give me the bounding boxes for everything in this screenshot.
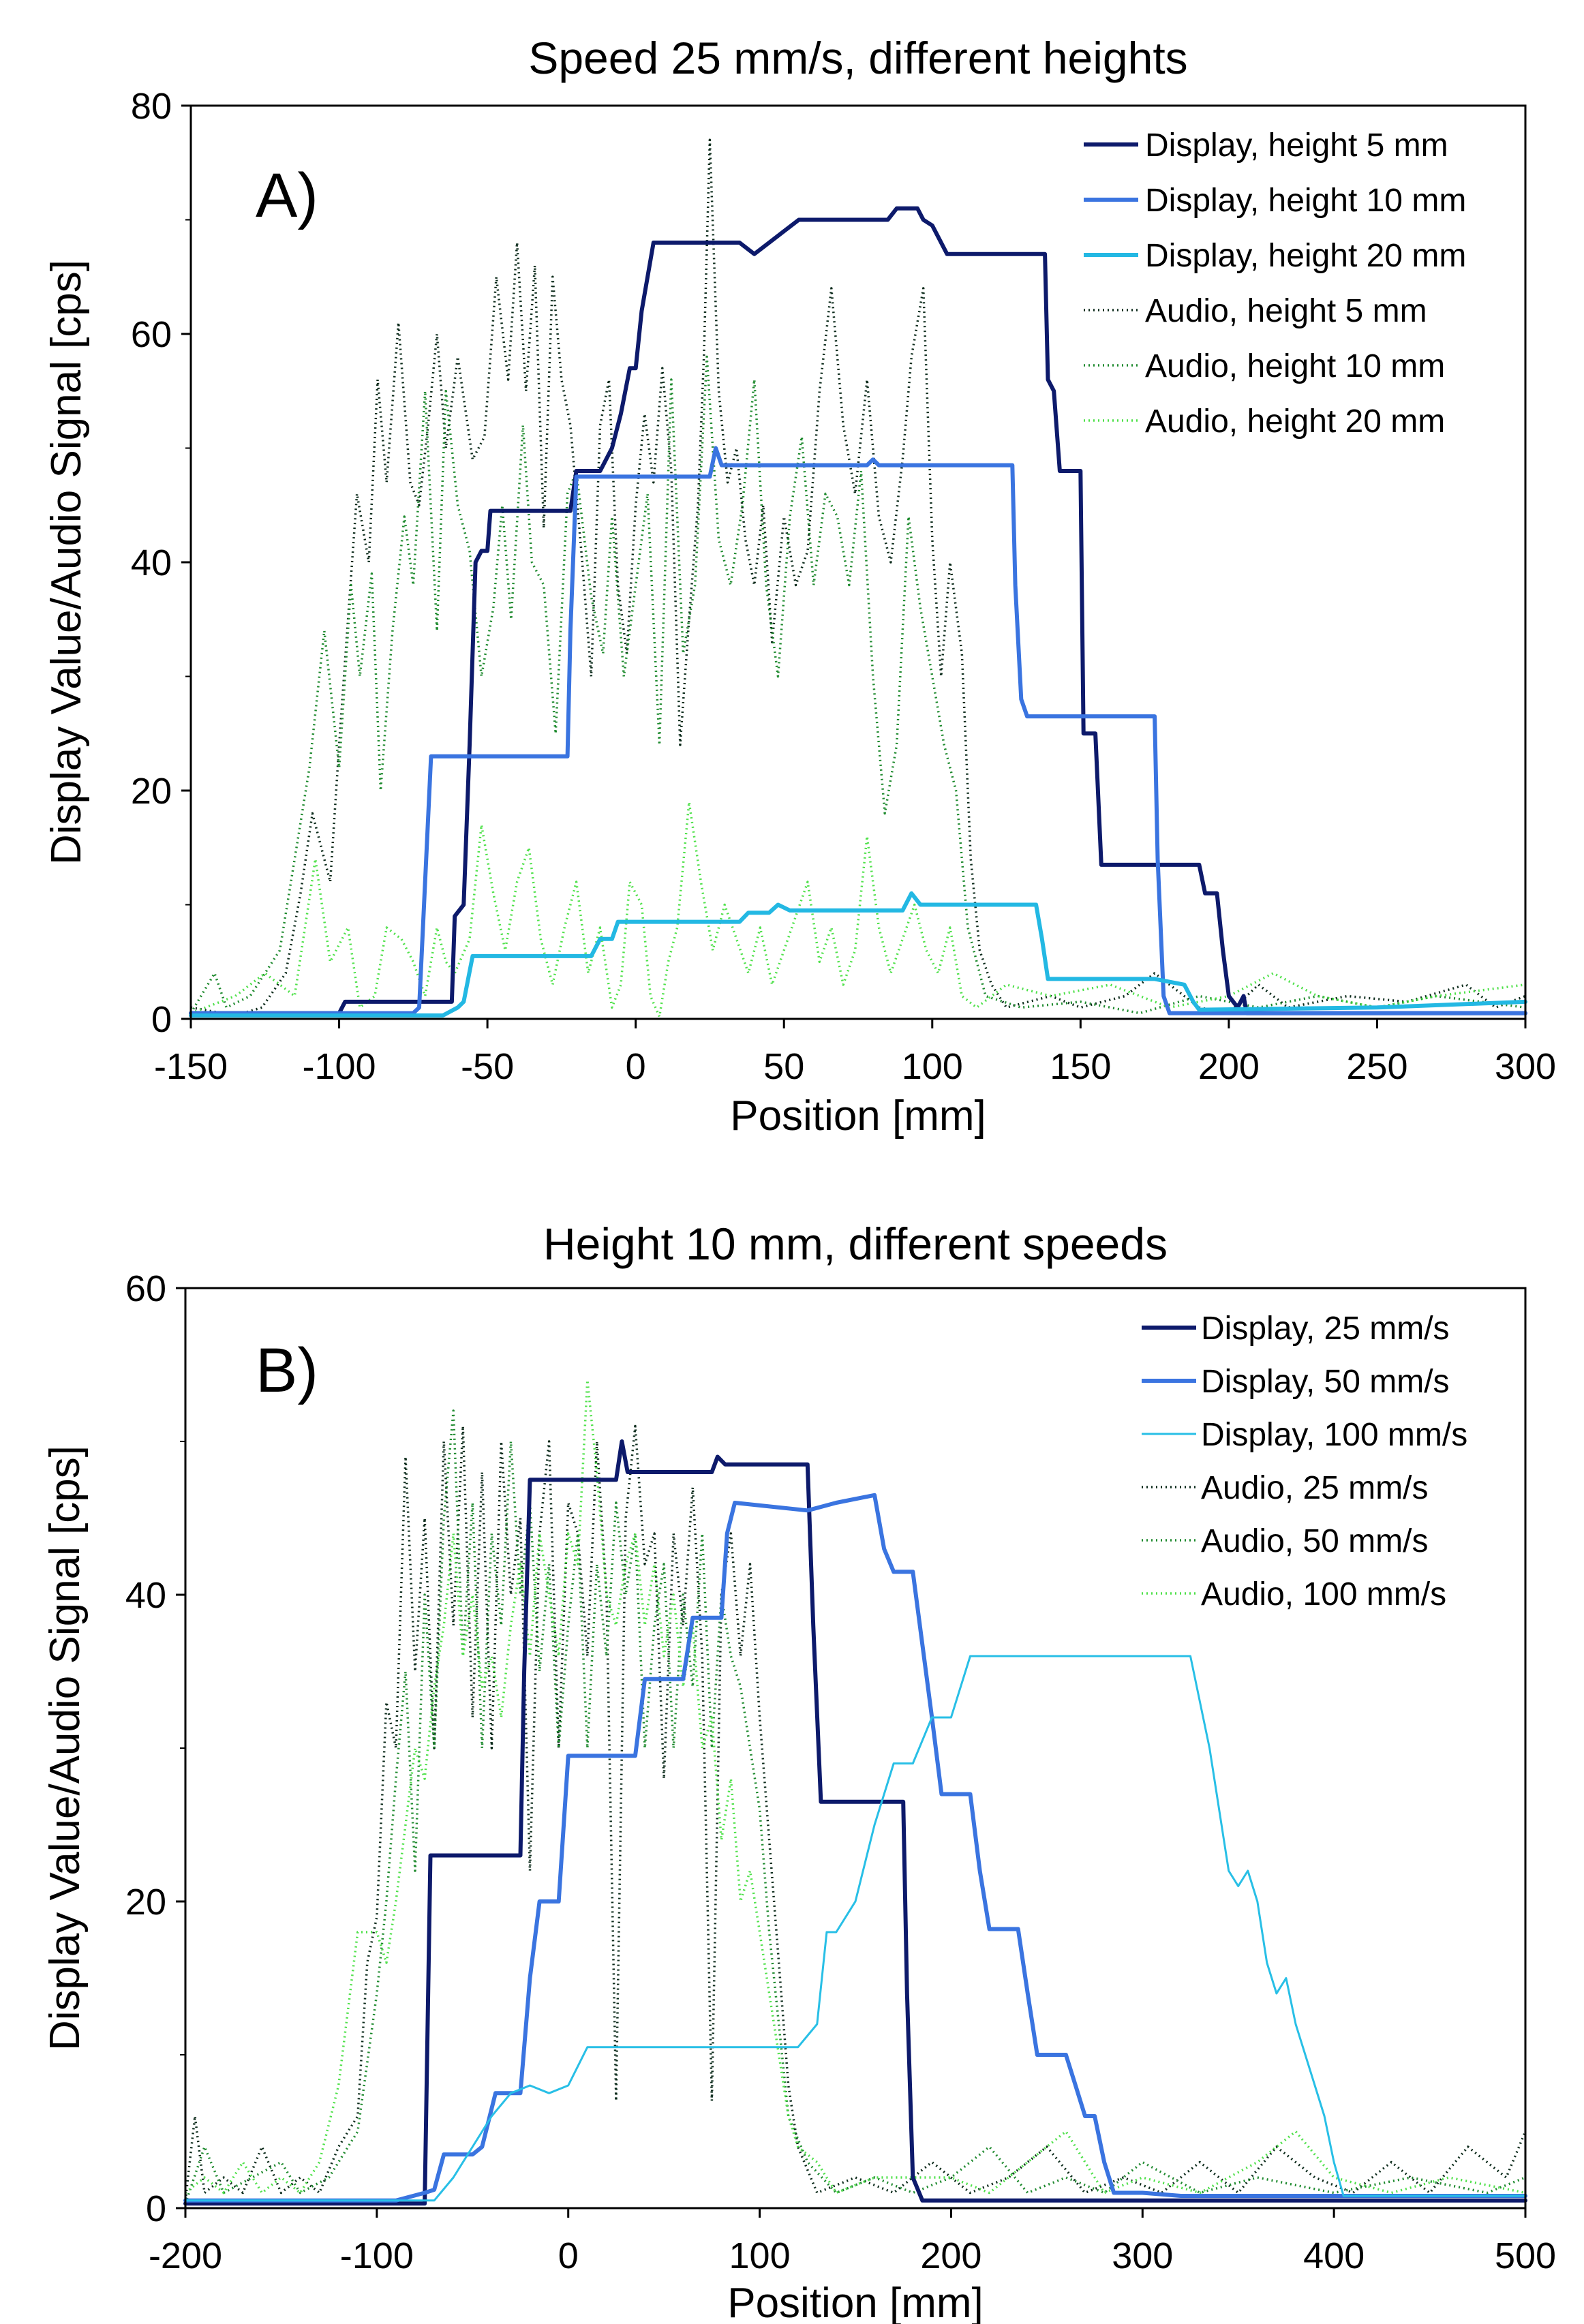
- charta-y-tick-label: 80: [131, 86, 172, 127]
- charta-y-tick-label: 60: [131, 314, 172, 355]
- chartb-x-tick-label: -100: [340, 2235, 414, 2276]
- charta-y-tick-label: 20: [131, 771, 172, 812]
- charta-series-5-line: [189, 355, 1526, 1015]
- chartb-series-2-line: [183, 1493, 1527, 2203]
- chartb-legend-entry: Audio, 50 mm/s: [1201, 1523, 1428, 1559]
- chartb-panel: -200 -100 0 100 200 300 400 500 0 20 40 60 Height 10…: [42, 1219, 1556, 2324]
- chartb-x-axis-label: Position [mm]: [727, 2280, 984, 2324]
- chartb-y-tick-label: 60: [125, 1268, 166, 1309]
- charta-y-tick-label: 40: [131, 542, 172, 583]
- chartb-y-tick-label: 40: [125, 1575, 166, 1616]
- charta-series-1-line: [189, 206, 1527, 1015]
- chartb-legend: Display, 25 mm/s Display, 50 mm/s Display,…: [1142, 1311, 1467, 1612]
- charta-legend: Display, height 5 mm Display, height 10 m…: [1084, 127, 1466, 440]
- charta-legend-entry: Audio, height 10 mm: [1145, 348, 1445, 384]
- charta-x-axis-label: Position [mm]: [730, 1092, 986, 1140]
- chartb-series-4-line: [184, 1424, 1527, 2201]
- chartb-title: Height 10 mm, different speeds: [543, 1219, 1168, 1269]
- charta-x-tick-label: 200: [1198, 1046, 1260, 1087]
- charta-x-tick-label: -150: [154, 1046, 228, 1087]
- chartb-x-tick-label: 0: [558, 2235, 579, 2276]
- charta-title: Speed 25 mm/s, different heights: [528, 33, 1187, 83]
- chartb-y-tick-label: 0: [146, 2188, 166, 2229]
- charta-legend-entry: Audio, height 20 mm: [1145, 403, 1445, 440]
- charta-panel-label: A): [256, 161, 318, 230]
- chartb-legend-entry: Display, 100 mm/s: [1201, 1417, 1467, 1453]
- charta-x-tick-label: 50: [763, 1046, 804, 1087]
- chartb-y-axis-label: Display Value/Audio Signal [cps]: [42, 1446, 89, 2051]
- chartb-series-5-line: [184, 1409, 1526, 2204]
- chartb-series-6-line: [184, 1379, 1526, 2195]
- chartb-legend-entry: Audio, 25 mm/s: [1201, 1470, 1428, 1506]
- chartb-y-tick-label: 20: [125, 1882, 166, 1923]
- charta-x-tick-label: 150: [1050, 1046, 1111, 1087]
- charta-y-axis-label: Display Value/Audio Signal [cps]: [43, 260, 90, 865]
- charta-x-tick-label: 0: [626, 1046, 646, 1087]
- charta-legend-entry: Display, height 20 mm: [1145, 238, 1466, 274]
- charta-series-2-line: [189, 446, 1527, 1015]
- charta-y-tick-label: 0: [151, 999, 172, 1040]
- charta-legend-entry: Audio, height 5 mm: [1145, 293, 1427, 329]
- charta-legend-entry: Display, height 10 mm: [1145, 183, 1466, 219]
- chartb-series-3-line: [184, 1655, 1527, 2202]
- charta-x-tick-label: 250: [1346, 1046, 1407, 1087]
- chartb-legend-entry: Display, 50 mm/s: [1201, 1364, 1450, 1400]
- chartb-x-tick-label: 400: [1303, 2235, 1365, 2276]
- charta-series-3-line: [189, 891, 1527, 1018]
- chartb-legend-entry: Audio, 100 mm/s: [1201, 1576, 1446, 1612]
- chartb-x-tick-label: 500: [1495, 2235, 1556, 2276]
- charta-series-6-line: [190, 801, 1526, 1018]
- charta-panel: -150 -100 -50 0 50 100 150 200 250 300 0 20 40 60 80 Sp…: [43, 33, 1556, 1140]
- chartb-series-1-line: [183, 1439, 1527, 2206]
- charta-legend-entry: Display, height 5 mm: [1145, 127, 1448, 164]
- chartb-panel-label: B): [256, 1336, 318, 1405]
- chartb-legend-entry: Display, 25 mm/s: [1201, 1311, 1450, 1347]
- charta-x-tick-label: -100: [303, 1046, 376, 1087]
- chartb-x-tick-label: 300: [1112, 2235, 1173, 2276]
- chartb-x-tick-label: 100: [729, 2235, 791, 2276]
- charta-x-tick-label: -50: [461, 1046, 514, 1087]
- chartb-x-tick-label: -200: [149, 2235, 222, 2276]
- chartb-x-tick-label: 200: [920, 2235, 981, 2276]
- charta-x-tick-label: 100: [902, 1046, 963, 1087]
- charta-x-tick-label: 300: [1495, 1046, 1556, 1087]
